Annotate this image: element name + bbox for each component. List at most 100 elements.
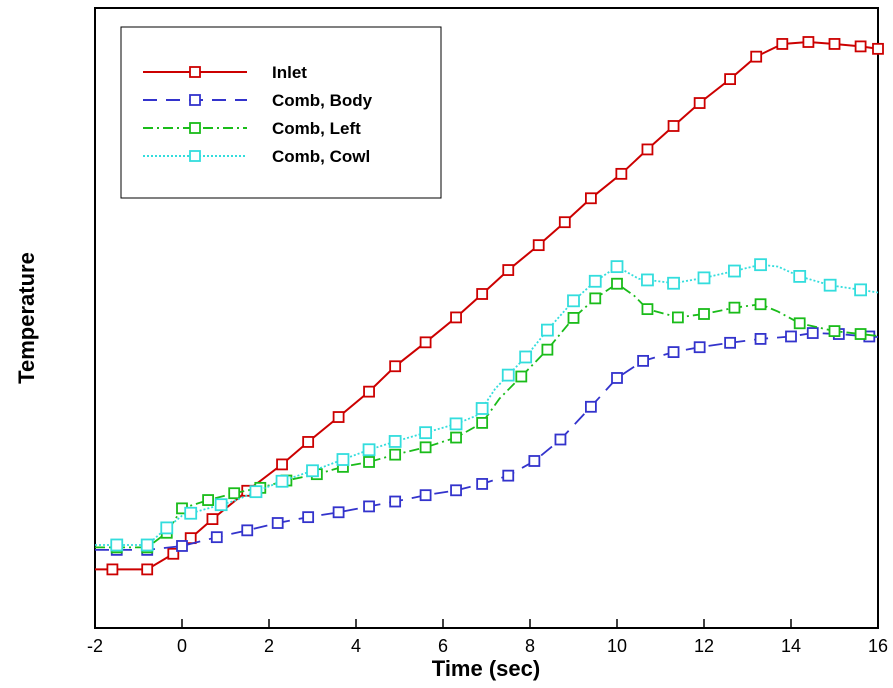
series-comb-left [95,277,879,554]
series-comb-cowl [95,258,879,552]
data-point-marker [160,521,174,535]
data-point-marker [332,411,345,423]
data-point-marker [589,292,602,305]
data-point-marker [667,120,680,132]
data-point-marker [776,38,789,50]
data-point-marker [419,336,432,349]
data-point-marker [302,511,315,524]
legend-marker [189,66,201,78]
data-point-marker [389,448,402,461]
data-point-marker [419,426,433,440]
data-point-marker [363,500,375,513]
data-point-marker [750,50,763,63]
data-point-marker [872,42,884,55]
data-point-marker [450,484,462,497]
data-point-marker [476,478,489,490]
data-point-marker [501,368,515,382]
x-tick-label: 16 [868,636,888,656]
data-point-marker [724,73,736,86]
data-point-marker [558,216,571,229]
data-point-marker [515,370,528,383]
data-point-marker [828,325,841,337]
data-point-marker [724,336,736,349]
data-point-marker [184,506,198,520]
data-point-marker [528,455,541,467]
data-point-marker [854,328,867,340]
data-point-marker [167,547,180,560]
data-point-marker [828,38,841,50]
data-point-marker [110,538,124,552]
data-point-marker [476,416,489,429]
legend-marker [189,122,201,134]
data-point-marker [554,433,567,446]
data-point-marker [567,294,580,308]
data-point-marker [241,524,254,537]
data-point-marker [202,494,215,506]
x-tick-label: 2 [264,636,274,656]
data-point-marker [754,333,767,345]
data-point-marker [106,563,119,576]
data-point-marker [610,260,624,274]
x-axis-title: Time (sec) [432,656,540,681]
data-point-marker [336,453,350,466]
data-point-marker [363,456,375,468]
legend-marker [189,150,201,162]
legend-label: Comb, Left [272,119,361,138]
data-point-marker [667,346,680,358]
data-point-marker [176,540,188,552]
data-point-marker [541,323,554,337]
data-point-marker [541,343,554,356]
data-point-marker [214,498,228,512]
data-point-marker [228,487,241,500]
data-point-marker [854,283,867,297]
legend-label: Comb, Cowl [272,147,370,166]
legend: Inlet Comb, Body Comb, Left Comb, Cowl [120,26,442,199]
x-tick-label: 10 [607,636,627,656]
data-point-marker [698,308,710,320]
legend-label: Inlet [272,63,307,82]
data-point-marker [363,385,375,398]
data-point-marker [332,506,345,519]
legend-entries: Inlet Comb, Body Comb, Left Comb, Cowl [143,63,373,166]
legend-label: Comb, Body [272,91,373,110]
x-tick-label: 4 [351,636,361,656]
data-point-marker [728,301,741,314]
data-point-marker [693,341,706,354]
data-point-marker [302,436,315,448]
data-point-marker [449,417,463,431]
data-point-marker [276,458,288,471]
data-point-marker [854,40,867,53]
data-point-marker [210,531,223,544]
data-point-marker [141,563,154,576]
x-axis-ticks: -2 0 2 4 6 8 10 12 14 16 [87,619,888,656]
data-point-marker [389,495,402,508]
data-point-marker [785,330,797,343]
data-point-marker [697,271,711,285]
data-point-marker [475,402,489,415]
data-point-marker [476,288,489,300]
data-point-marker [275,474,289,488]
data-point-marker [585,400,597,413]
data-point-marker [419,441,432,454]
data-point-marker [388,435,402,448]
data-point-marker [637,354,649,367]
x-tick-label: -2 [87,636,103,656]
data-point-marker [588,274,602,288]
data-point-marker [641,273,654,287]
data-point-marker [249,485,263,499]
legend-box [120,26,442,199]
data-point-marker [823,278,837,292]
x-tick-label: 8 [525,636,535,656]
data-point-marker [519,350,533,364]
series-inlet [95,36,884,576]
data-point-marker [306,464,319,478]
data-point-marker [641,303,654,316]
x-tick-label: 6 [438,636,448,656]
x-tick-label: 14 [781,636,801,656]
data-point-marker [140,538,154,552]
data-point-marker [450,311,462,324]
data-point-marker [793,269,807,283]
data-point-marker [419,489,432,502]
data-point-marker [802,36,815,48]
